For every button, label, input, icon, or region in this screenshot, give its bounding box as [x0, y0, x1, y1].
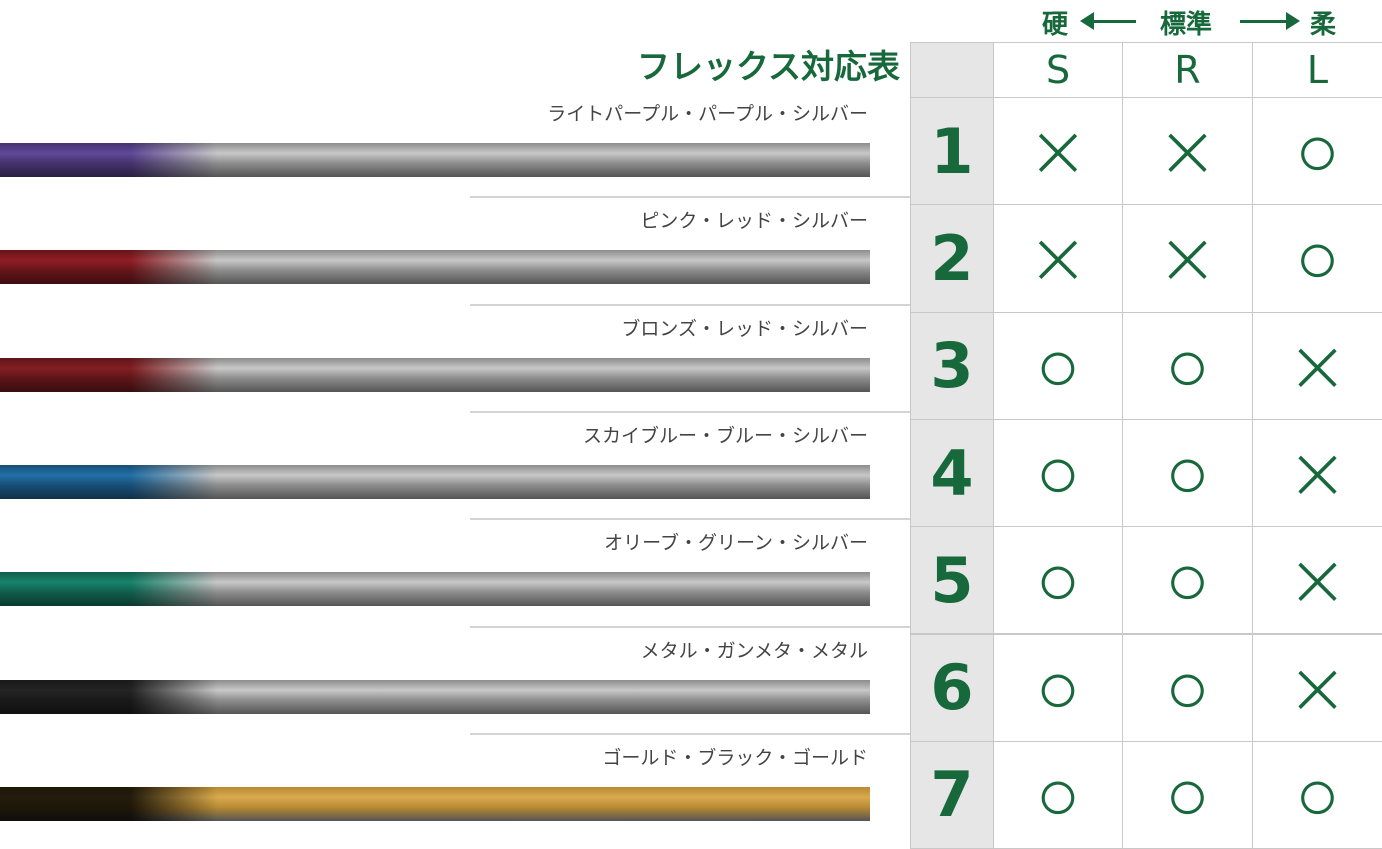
header-cell	[910, 42, 994, 98]
shaft	[0, 572, 870, 607]
separator	[470, 625, 910, 628]
mark: ○	[1252, 204, 1382, 313]
mark: ×	[1252, 418, 1382, 528]
mark: ○	[993, 526, 1123, 635]
row-label: オリーブ・グリーン・シルバー	[604, 532, 868, 555]
separator	[470, 410, 910, 413]
mark: ×	[993, 97, 1123, 206]
shaft	[0, 679, 870, 714]
row-number: 2	[910, 204, 994, 313]
row-label: ゴールド・ブラック・ゴールド	[602, 746, 868, 769]
arrow-left	[1088, 20, 1136, 23]
row-number: 3	[910, 311, 994, 420]
shaft	[0, 786, 870, 821]
mark: ○	[1122, 740, 1253, 849]
row-number: 7	[910, 740, 994, 849]
column-header: R	[1122, 42, 1253, 98]
separator	[470, 303, 910, 306]
arrow-head	[1080, 12, 1094, 30]
column-header: S	[993, 42, 1123, 98]
mark: ○	[1252, 740, 1382, 849]
row-number: 4	[910, 418, 994, 528]
shaft	[0, 143, 870, 177]
mark: ×	[1252, 311, 1382, 420]
mark: ○	[993, 633, 1123, 742]
row-label: メタル・ガンメタ・メタル	[640, 639, 868, 662]
shaft	[0, 250, 870, 285]
mark: ×	[1252, 526, 1382, 635]
arrow-right	[1240, 20, 1288, 23]
column-header: L	[1252, 42, 1382, 98]
row-number: 5	[910, 526, 994, 635]
arrow-head	[1286, 12, 1300, 30]
mark: ×	[993, 204, 1123, 313]
table-title: フレックス対応表	[636, 47, 900, 86]
hard-label: 硬	[1042, 10, 1069, 40]
row-label: ピンク・レッド・シルバー	[640, 210, 868, 233]
mark: ○	[993, 311, 1123, 420]
row-label: ブロンズ・レッド・シルバー	[621, 317, 868, 340]
mark: ○	[993, 418, 1123, 528]
mark: ×	[1252, 633, 1382, 742]
mark: ○	[1122, 418, 1253, 528]
mark: ○	[1122, 633, 1253, 742]
shaft	[0, 357, 870, 392]
separator	[470, 196, 910, 199]
mark: ×	[1122, 204, 1253, 313]
mark: ○	[993, 740, 1123, 849]
row-label: スカイブルー・ブルー・シルバー	[582, 424, 868, 447]
standard-label: 標準	[1160, 10, 1213, 40]
soft-label: 柔	[1310, 10, 1337, 40]
shaft	[0, 464, 870, 499]
separator	[470, 732, 910, 735]
mark: ○	[1122, 526, 1253, 635]
separator	[470, 518, 910, 521]
mark: ×	[1122, 97, 1253, 206]
row-label: ライトパープル・パープル・シルバー	[547, 103, 868, 125]
row-number: 1	[910, 97, 994, 206]
mark: ○	[1252, 97, 1382, 206]
mark: ○	[1122, 311, 1253, 420]
row-number: 6	[910, 633, 994, 742]
